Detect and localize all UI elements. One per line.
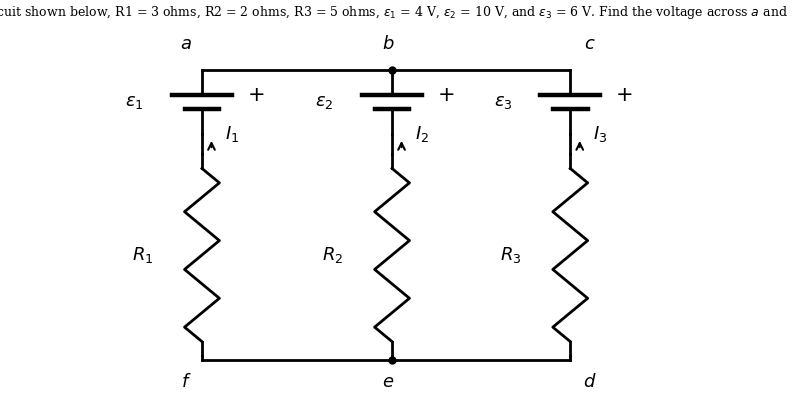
Text: In the circuit shown below, R1 = 3 ohms, R2 = 2 ohms, R3 = 5 ohms, $\varepsilon_: In the circuit shown below, R1 = 3 ohms,… <box>0 4 792 21</box>
Text: $+$: $+$ <box>615 85 633 105</box>
Text: $\varepsilon_1$: $\varepsilon_1$ <box>125 93 144 111</box>
Text: $d$: $d$ <box>583 373 597 391</box>
Text: $\varepsilon_2$: $\varepsilon_2$ <box>315 93 334 111</box>
Text: $+$: $+$ <box>247 85 265 105</box>
Text: $R_2$: $R_2$ <box>322 245 343 265</box>
Text: $I_1$: $I_1$ <box>225 124 239 144</box>
Text: $\varepsilon_3$: $\varepsilon_3$ <box>493 93 512 111</box>
Text: $I_2$: $I_2$ <box>415 124 429 144</box>
Text: $I_3$: $I_3$ <box>593 124 607 144</box>
Text: $a$: $a$ <box>181 35 192 53</box>
Text: $R_3$: $R_3$ <box>500 245 522 265</box>
Text: $b$: $b$ <box>382 35 394 53</box>
Text: $R_1$: $R_1$ <box>132 245 153 265</box>
Text: $c$: $c$ <box>584 35 596 53</box>
Text: $+$: $+$ <box>437 85 455 105</box>
Text: $f$: $f$ <box>181 373 192 391</box>
Text: $e$: $e$ <box>382 373 394 391</box>
